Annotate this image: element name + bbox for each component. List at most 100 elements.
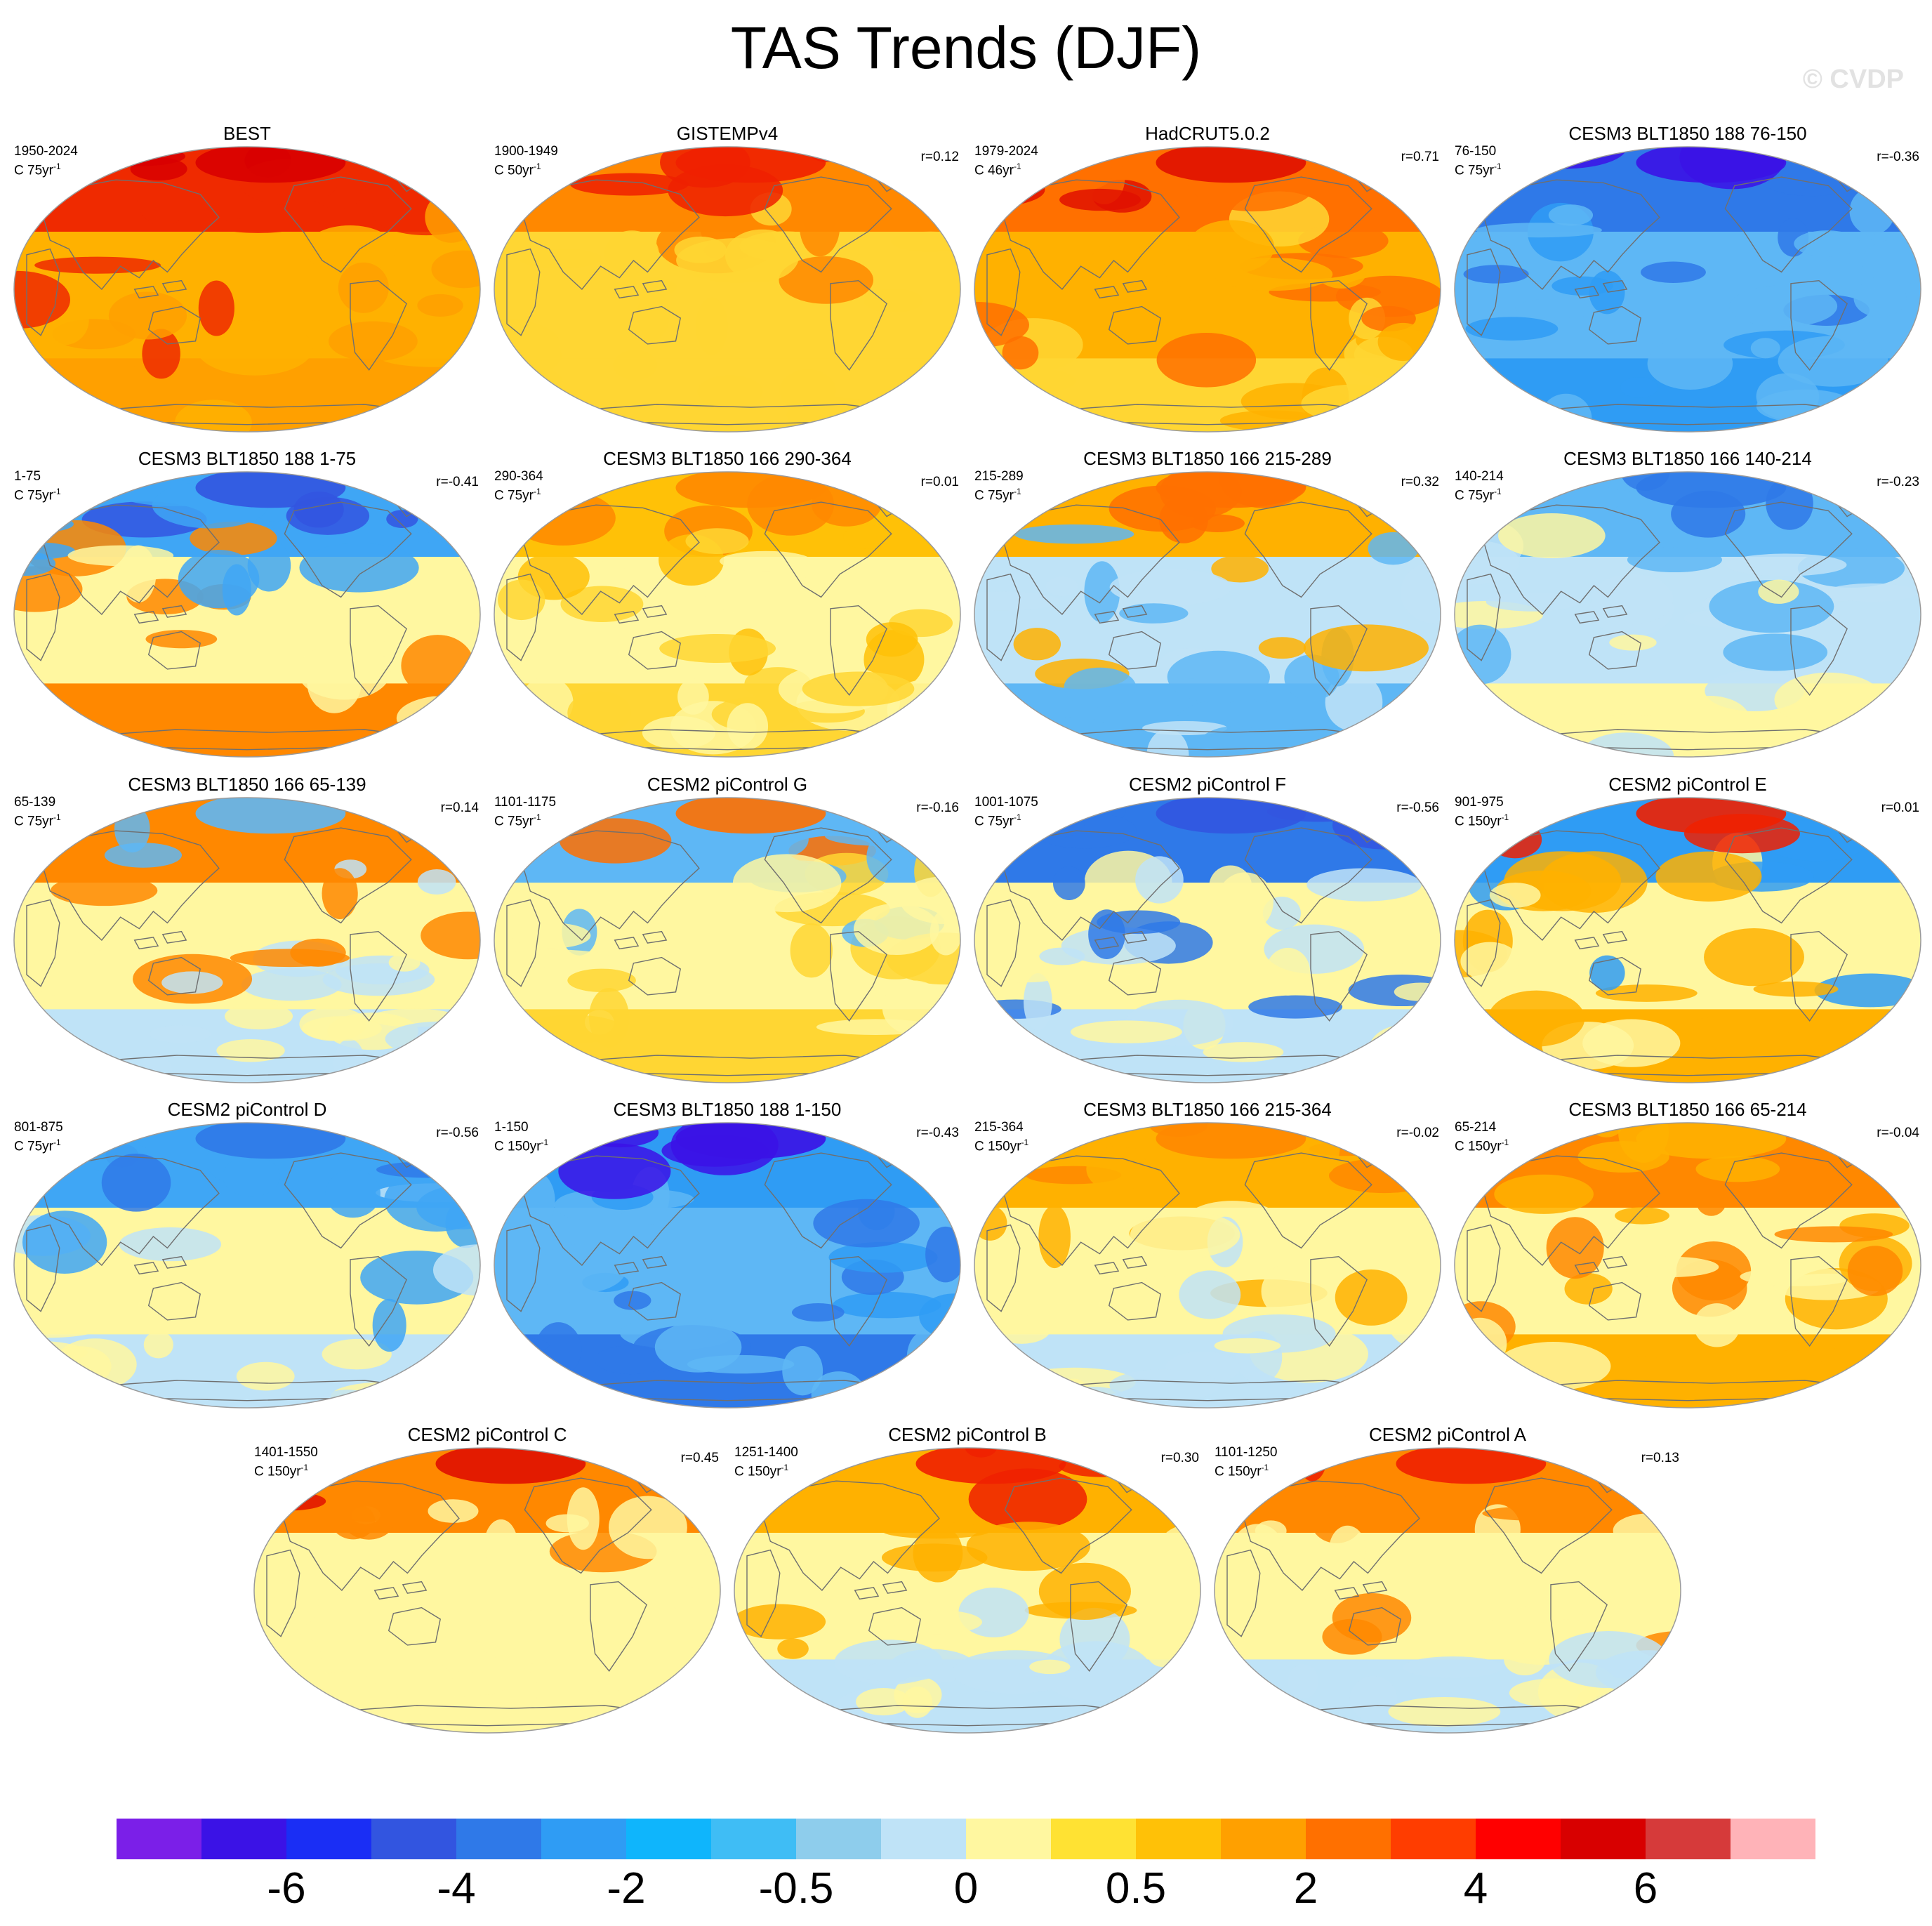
contour-blob: [816, 1019, 935, 1036]
contour-blob: [510, 490, 616, 546]
contour-blob: [14, 147, 86, 189]
arctic-anomaly: [675, 147, 826, 183]
panel-units-exponent: -1: [1493, 161, 1502, 171]
contour-blob: [469, 1694, 509, 1722]
coastline: [161, 930, 187, 944]
contour-blob: [1729, 285, 1838, 327]
contour-blob: [974, 491, 1059, 509]
contour-blob: [509, 1170, 555, 1232]
contour-blob: [1332, 1592, 1412, 1643]
panel-correlation: r=-0.43: [916, 1126, 959, 1140]
coastline: [986, 248, 1021, 336]
coastline: [1310, 279, 1368, 371]
contour-blob: [1351, 150, 1405, 183]
contour-blob: [697, 375, 763, 408]
panel-period: 801-875: [14, 1120, 63, 1135]
coastline: [147, 631, 201, 670]
coastline: [868, 1607, 921, 1646]
coastline: [1000, 179, 1180, 291]
robinson-map: [13, 146, 481, 433]
contour-blob: [1306, 868, 1422, 902]
contour-blob: [1669, 696, 1750, 744]
colorbar-swatch: [1731, 1819, 1815, 1859]
coastline: [1602, 279, 1628, 293]
coastline: [628, 631, 681, 670]
contour-blob: [1039, 947, 1085, 965]
contour-blob: [67, 545, 174, 567]
colorbar: -6 -4 -2 -0.5 0 0.5 2 4 6: [117, 1819, 1815, 1913]
panel-units-exponent: -1: [1013, 487, 1021, 496]
contour-blob: [1301, 384, 1405, 423]
robinson-map: [13, 471, 481, 758]
coastline: [26, 899, 60, 987]
map-outline: [13, 471, 481, 758]
panel-title: CESM2 piControl E: [1608, 774, 1767, 795]
contour-blob: [1509, 1678, 1599, 1708]
panel-units-exponent: -1: [541, 1137, 549, 1147]
contour-blob: [1723, 633, 1828, 671]
contour-blob: [1258, 637, 1306, 659]
contour-blob: [1153, 1458, 1200, 1502]
arctic-anomaly: [1636, 1123, 1787, 1159]
coastline: [1310, 1255, 1368, 1347]
colorbar-swatch: [966, 1819, 1052, 1859]
contour-blob: [609, 1496, 687, 1559]
panel-correlation: r=-0.56: [436, 1126, 479, 1140]
contour-blob: [331, 1503, 376, 1540]
coastline: [284, 827, 412, 924]
panel-correlation: r=0.13: [1641, 1451, 1679, 1465]
contour-blob: [216, 218, 300, 234]
contour-blob: [1325, 1496, 1374, 1532]
panel-units: C 75yr-1: [974, 810, 1021, 829]
coastline: [133, 937, 159, 950]
robinson-map: [253, 1447, 721, 1734]
contour-blob: [545, 1514, 589, 1533]
contour-blob: [1215, 1554, 1299, 1616]
panel-units-exponent: -1: [53, 161, 61, 171]
contour-blob: [196, 320, 313, 376]
contour-blob: [417, 293, 463, 317]
contour-blob: [519, 249, 602, 268]
coastline: [1588, 631, 1641, 670]
contour-blob: [143, 1331, 173, 1359]
coastline: [1588, 956, 1641, 996]
panel-correlation: r=-0.56: [1396, 800, 1439, 815]
coastline: [830, 605, 887, 696]
panel-units-text: C 150yr: [254, 1464, 301, 1479]
contour-blob: [674, 236, 727, 263]
panel-title: CESM3 BLT1850 166 215-364: [1083, 1099, 1332, 1120]
panel-units-text: C 150yr: [494, 1139, 541, 1154]
contour-blob: [149, 1025, 211, 1043]
contour-blob: [498, 579, 545, 621]
contour-blob: [224, 1003, 293, 1030]
contour-blob: [368, 1056, 448, 1083]
contour-blob: [1374, 1123, 1441, 1150]
panel-correlation: r=0.12: [920, 150, 959, 164]
coastline: [373, 1587, 399, 1600]
contour-blob: [101, 1154, 171, 1212]
panel-units-text: C 150yr: [1455, 1139, 1502, 1154]
coastline: [26, 1224, 60, 1312]
contour-blob: [1794, 230, 1860, 257]
panel-correlation: r=-0.23: [1877, 475, 1919, 489]
contour-blob: [1288, 1664, 1318, 1699]
contour-blob: [1774, 1226, 1893, 1243]
contour-blob: [145, 630, 218, 649]
coastline: [628, 305, 681, 345]
coastline: [1122, 605, 1148, 618]
panel-correlation: r=0.32: [1401, 475, 1439, 489]
panel-title: GISTEMPv4: [676, 123, 779, 144]
contour-blob: [1014, 524, 1134, 544]
arctic-anomaly: [1636, 472, 1787, 508]
contour-blob: [331, 1382, 441, 1408]
contour-blob: [322, 868, 358, 920]
arctic-anomaly: [195, 1123, 346, 1159]
panel-units-text: C 75yr: [1455, 488, 1494, 503]
contour-blob: [645, 1448, 720, 1482]
contour-blob: [388, 407, 480, 430]
map-panel: CESM3 BLT1850 166 290-364 290-364 C 75yr-1…: [493, 448, 962, 758]
contour-blob: [725, 229, 800, 282]
map-outline: [13, 797, 481, 1083]
robinson-map: [734, 1447, 1201, 1734]
contour-blob: [1853, 279, 1907, 317]
